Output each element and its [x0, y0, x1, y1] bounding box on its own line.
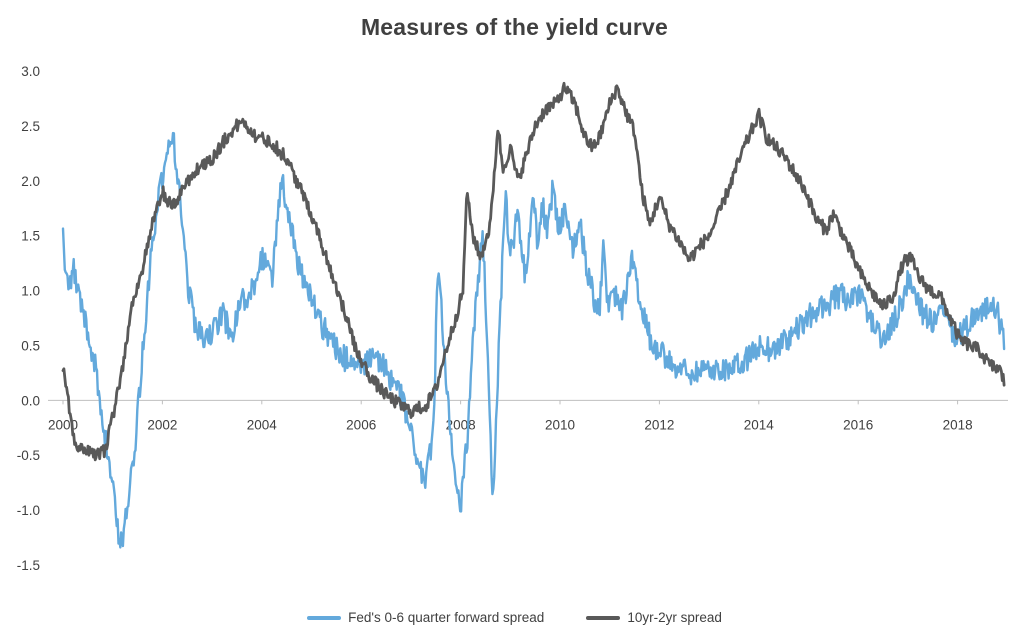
y-tick-label: -1.5 — [17, 558, 40, 573]
x-tick-label: 2002 — [147, 417, 177, 432]
legend-item-10yr-2yr-spread: 10yr-2yr spread — [586, 610, 722, 625]
x-tick-label: 2012 — [644, 417, 674, 432]
legend-item-forward-spread: Fed's 0-6 quarter forward spread — [307, 610, 544, 625]
y-tick-label: -1.0 — [17, 503, 40, 518]
series-line-1 — [61, 81, 1006, 462]
series-line-0 — [61, 131, 1006, 549]
chart-title: Measures of the yield curve — [360, 14, 669, 40]
forward-spread-line-swatch — [307, 615, 342, 620]
x-tick-label: 2010 — [545, 417, 575, 432]
ten-two-spread-line-swatch — [586, 615, 621, 620]
y-tick-label: -0.5 — [17, 448, 40, 463]
chart-legend: Fed's 0-6 quarter forward spread 10yr-2y… — [0, 610, 1029, 625]
x-tick-label: 2016 — [843, 417, 873, 432]
y-tick-label: 3.0 — [21, 64, 40, 79]
y-tick-label: 2.0 — [21, 174, 40, 189]
legend-label: Fed's 0-6 quarter forward spread — [348, 610, 545, 625]
x-tick-label: 2014 — [744, 417, 775, 432]
x-tick-label: 2018 — [943, 417, 973, 432]
y-tick-label: 1.0 — [21, 284, 40, 299]
x-tick-label: 2004 — [247, 417, 278, 432]
y-tick-label: 0.0 — [21, 393, 40, 408]
y-tick-label: 2.5 — [21, 119, 40, 134]
y-tick-label: 0.5 — [21, 338, 40, 353]
legend-label: 10yr-2yr spread — [627, 610, 722, 625]
y-tick-label: 1.5 — [21, 229, 40, 244]
x-tick-label: 2006 — [346, 417, 376, 432]
